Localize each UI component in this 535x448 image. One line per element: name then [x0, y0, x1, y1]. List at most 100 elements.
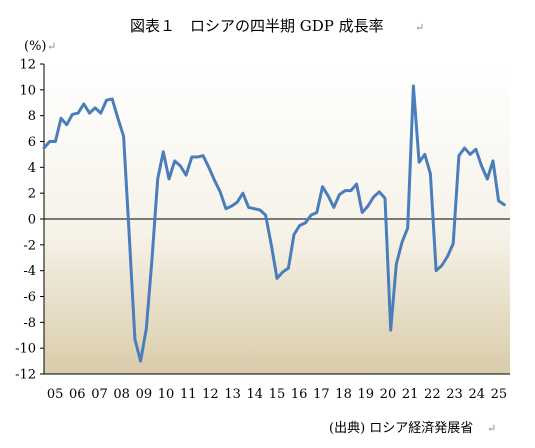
data-point: [406, 226, 409, 230]
data-point: [349, 189, 353, 192]
data-point: [111, 97, 114, 101]
y-tick-label: 0: [28, 213, 36, 228]
data-point: [201, 154, 205, 157]
data-point: [150, 257, 154, 261]
chart-title: 図表１ ロシアの四半期 GDP 成長率: [130, 17, 384, 35]
data-point: [230, 204, 233, 208]
data-point: [344, 189, 347, 192]
data-point: [412, 84, 415, 88]
data-point: [503, 203, 506, 206]
data-point: [264, 213, 267, 217]
data-point: [270, 243, 273, 246]
data-point: [423, 153, 426, 156]
data-point: [304, 221, 307, 225]
data-point: [167, 177, 171, 181]
data-point: [54, 140, 57, 143]
data-point: [355, 182, 358, 186]
x-tick-label: 18: [335, 387, 352, 402]
data-point: [491, 159, 495, 163]
y-tick-label: 4: [28, 161, 36, 176]
y-tick-label: -4: [23, 264, 36, 279]
data-point: [480, 164, 483, 168]
x-tick-label: 21: [402, 387, 419, 402]
data-point: [241, 192, 245, 195]
data-point: [452, 242, 455, 245]
x-tick-label: 15: [269, 387, 286, 402]
x-tick-label: 16: [291, 387, 308, 402]
data-point: [93, 106, 97, 110]
data-point: [162, 150, 165, 153]
data-point: [486, 177, 489, 181]
data-point: [156, 177, 159, 181]
data-point: [469, 153, 472, 156]
data-point: [446, 255, 449, 258]
data-point: [76, 111, 80, 115]
data-point: [42, 146, 46, 150]
x-tick-label: 20: [380, 387, 397, 402]
data-point: [258, 208, 262, 212]
data-point: [338, 193, 341, 196]
y-tick-label: 6: [28, 135, 36, 150]
data-point: [383, 197, 387, 200]
gdp-growth-line: [42, 84, 506, 363]
x-tick-label: 11: [180, 387, 197, 402]
data-point: [139, 359, 142, 363]
data-point: [196, 155, 199, 159]
data-point: [434, 269, 438, 272]
data-point: [253, 207, 256, 210]
data-point: [173, 159, 176, 163]
data-point: [361, 211, 364, 214]
x-tick-label: 09: [136, 387, 153, 402]
y-tick-label: -8: [23, 316, 36, 331]
source-note: (出典) ロシア経済発展省: [329, 420, 473, 436]
data-point: [190, 155, 193, 159]
data-point: [71, 113, 74, 116]
y-tick-label: -12: [15, 368, 36, 383]
data-point: [133, 337, 137, 341]
data-point: [292, 233, 296, 236]
data-point: [309, 213, 313, 217]
data-point: [145, 327, 148, 330]
y-tick-label: -2: [23, 238, 36, 253]
x-tick-label: 17: [313, 387, 330, 402]
data-point: [497, 199, 500, 203]
data-point: [372, 195, 375, 199]
data-point: [82, 102, 86, 106]
data-point: [122, 135, 125, 138]
paragraph-mark-title: ↵: [415, 21, 424, 34]
data-point: [395, 263, 398, 266]
data-point: [213, 179, 216, 182]
data-point: [474, 148, 478, 151]
x-tick-label: 25: [491, 387, 508, 402]
y-axis-unit-label: (%): [24, 39, 47, 54]
data-point: [219, 190, 222, 194]
data-point: [298, 224, 301, 227]
data-point: [440, 264, 443, 267]
data-point: [247, 206, 250, 209]
data-point: [207, 166, 210, 169]
data-point: [417, 161, 421, 164]
data-point: [224, 207, 228, 210]
x-tick-label: 14: [247, 387, 264, 402]
x-tick-label: 13: [224, 387, 241, 402]
y-tick-label: 10: [19, 83, 36, 98]
data-point: [105, 99, 108, 102]
y-tick-label: -10: [15, 342, 36, 357]
x-tick-label: 12: [202, 387, 219, 402]
data-point: [332, 206, 335, 209]
data-point: [321, 185, 324, 188]
paragraph-mark-unit: ↵: [47, 40, 56, 53]
data-point: [378, 190, 381, 194]
data-point: [184, 173, 188, 177]
data-point: [326, 194, 330, 197]
data-point: [59, 117, 63, 120]
data-point: [389, 328, 392, 332]
x-tick-label: 05: [47, 387, 64, 402]
data-point: [315, 211, 318, 214]
data-point: [179, 164, 182, 168]
data-point: [281, 270, 284, 274]
data-point: [99, 111, 103, 115]
y-tick-label: 2: [28, 187, 36, 202]
x-tick-label: 07: [91, 387, 108, 402]
x-axis: 05 06 07 08 09 10 11 12 13 14 15 16 17 18 19 20 21 22 23 24…: [44, 373, 510, 402]
